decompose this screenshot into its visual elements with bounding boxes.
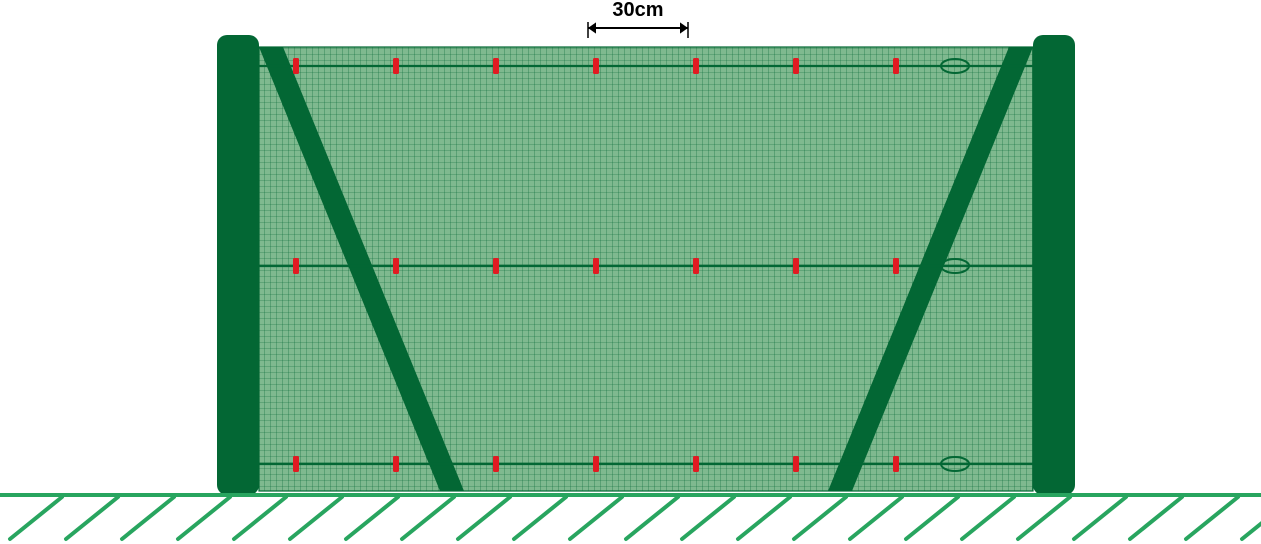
wire-clip xyxy=(893,258,899,274)
ground-hatch xyxy=(570,497,622,539)
post-left xyxy=(217,35,259,495)
ground-hatch xyxy=(1242,497,1261,539)
ground-hatch xyxy=(1018,497,1070,539)
post-right xyxy=(1033,35,1075,495)
wire-clip xyxy=(593,58,599,74)
ground-hatch xyxy=(794,497,846,539)
wire-clip xyxy=(493,258,499,274)
ground-hatch xyxy=(290,497,342,539)
dimension-arrow-left xyxy=(588,22,596,33)
wire-clip xyxy=(593,456,599,472)
wire-clip xyxy=(693,456,699,472)
wire-clip xyxy=(593,258,599,274)
wire-clip xyxy=(293,58,299,74)
wire-clip xyxy=(893,58,899,74)
wire-clip xyxy=(393,58,399,74)
ground-hatch xyxy=(906,497,958,539)
ground-hatch xyxy=(10,497,62,539)
dimension-arrow-right xyxy=(680,22,688,33)
ground-hatch xyxy=(1186,497,1238,539)
wire-clip xyxy=(493,456,499,472)
wire-clip xyxy=(793,456,799,472)
ground-hatch xyxy=(66,497,118,539)
ground-hatch xyxy=(850,497,902,539)
wire-clip xyxy=(493,58,499,74)
wire-clip xyxy=(393,456,399,472)
wire-clip xyxy=(293,258,299,274)
ground-hatch xyxy=(122,497,174,539)
ground-hatch xyxy=(738,497,790,539)
ground-hatch xyxy=(1074,497,1126,539)
mesh-panel xyxy=(259,47,1033,491)
ground-hatch xyxy=(1130,497,1182,539)
ground-hatch xyxy=(402,497,454,539)
ground-hatch xyxy=(234,497,286,539)
ground-hatch xyxy=(682,497,734,539)
wire-clip xyxy=(793,258,799,274)
wire-clip xyxy=(393,258,399,274)
wire-clip xyxy=(893,456,899,472)
wire-clip xyxy=(693,58,699,74)
ground-hatch xyxy=(626,497,678,539)
wire-clip xyxy=(693,258,699,274)
ground-hatch xyxy=(458,497,510,539)
wire-clip xyxy=(793,58,799,74)
dimension-label: 30cm xyxy=(612,0,663,21)
ground-hatch xyxy=(962,497,1014,539)
ground-hatch xyxy=(514,497,566,539)
ground-hatch xyxy=(178,497,230,539)
ground-hatch xyxy=(346,497,398,539)
wire-clip xyxy=(293,456,299,472)
